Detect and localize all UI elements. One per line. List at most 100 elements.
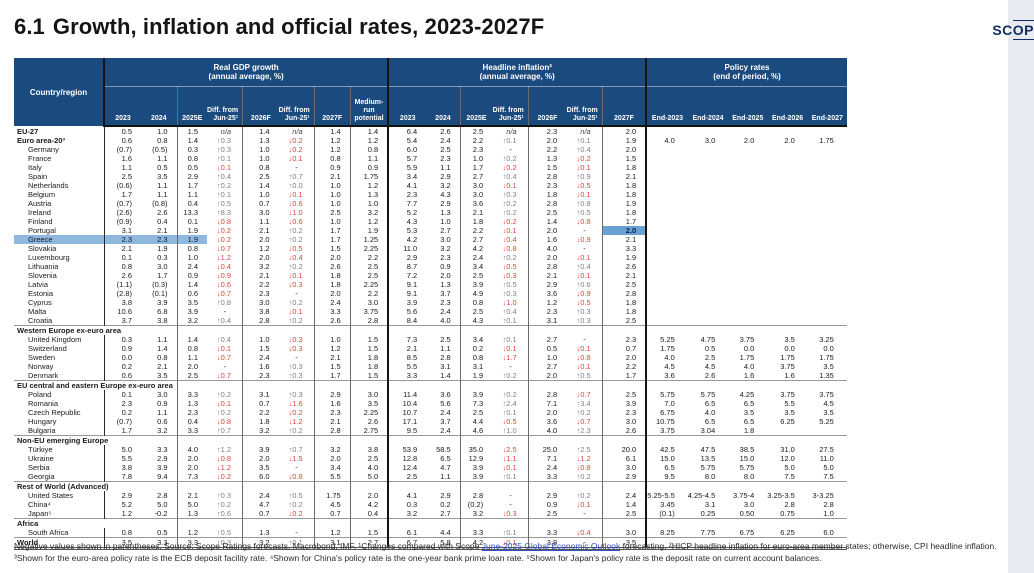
row-label: Greece <box>14 235 104 244</box>
table-cell: 1.8 <box>601 181 647 190</box>
table-cell: 0.1 <box>103 253 141 262</box>
table-cell: 2.3 <box>103 235 141 244</box>
table-cell: ↓0.1 <box>216 163 232 172</box>
table-cell: 1.75 <box>780 353 795 362</box>
table-cell: 5.0 <box>176 500 207 509</box>
table-cell: 5.25-5.5 <box>645 491 688 500</box>
table-cell: 1.6 <box>527 235 567 244</box>
table-cell: 2.6 <box>103 271 141 280</box>
table-cell <box>688 244 729 253</box>
table-cell: 3.75 <box>780 362 795 371</box>
table-cell: 2.1 <box>387 344 427 353</box>
forecast-table-container: Country/region Real GDP growth (annual ave… <box>14 58 847 550</box>
table-cell: 2.3 <box>601 335 647 344</box>
table-cell: 1.6 <box>242 362 279 371</box>
row-label: China⁴ <box>28 500 51 509</box>
table-cell: 4.0 <box>349 463 389 472</box>
table-cell: 0.4 <box>349 509 389 519</box>
table-cell <box>688 280 729 289</box>
table-cell: 3.5 <box>157 172 168 181</box>
table-cell: 0.8 <box>157 136 168 145</box>
row-label: Luxembourg <box>28 253 70 262</box>
table-cell: 1.5 <box>601 154 647 163</box>
table-row: Italy 1.1 0.5 0.5 ↓0.1 0.8-0.9 0.9 5.9 1.1 1.7 ↓0.… <box>14 163 847 172</box>
table-cell: 4.3 <box>387 217 427 226</box>
table-cell: 0.25 <box>700 509 716 518</box>
table-cell <box>767 181 808 190</box>
table-cell: 17.1 <box>387 417 427 426</box>
table-cell: 2.25 <box>349 244 389 253</box>
table-cell: 7.7 <box>387 199 427 208</box>
table-cell: 0.8 <box>103 262 141 271</box>
table-row: Czech Republic 0.2 1.1 2.3 ↑0.2 2.2 ↓0.2 2.3 2.2… <box>14 408 847 417</box>
table-cell: 7.3 <box>387 335 427 344</box>
table-cell <box>426 325 461 335</box>
table-cell: ↓0.5 <box>576 298 591 307</box>
table-cell: 2.4 <box>440 136 451 145</box>
row-label: Georgia <box>28 472 55 481</box>
table-cell: 0.9 <box>176 271 207 280</box>
table-cell: ↑3.4 <box>576 399 591 408</box>
table-cell: 5.9 <box>387 163 427 172</box>
table-cell: 3.8 <box>103 463 141 472</box>
table-cell: 3.1 <box>242 390 279 399</box>
table-cell: 1.3 <box>176 399 207 408</box>
table-cell: 2.0 <box>527 136 567 145</box>
table-cell: 2.5 <box>242 172 279 181</box>
outlook-link[interactable]: June-2025 Global Economic Outlook <box>481 541 621 551</box>
table-cell: 2.3 <box>440 154 451 163</box>
table-cell: 3.8 <box>242 307 279 316</box>
table-cell: 6.1 <box>387 528 427 538</box>
table-cell: 2.3 <box>527 126 567 136</box>
table-cell: 5.7 <box>387 154 427 163</box>
table-cell: ↑0.5 <box>216 528 232 537</box>
table-cell: ↓0.6 <box>288 217 303 226</box>
row-label: Serbia <box>28 463 50 472</box>
table-cell: - <box>509 500 512 509</box>
table-cell: ↓0.8 <box>502 244 517 253</box>
table-cell: 2.1 <box>459 208 493 217</box>
table-cell <box>426 518 461 528</box>
table-cell: ↑0.2 <box>216 408 232 417</box>
table-cell: 3.25 <box>819 335 834 344</box>
table-cell: 3.6 <box>459 199 493 208</box>
table-cell: 3.4 <box>459 262 493 271</box>
table-cell: 1.3 <box>440 280 451 289</box>
table-cell: ↓0.5 <box>502 417 517 426</box>
table-cell: 2.8 <box>242 316 279 326</box>
table-cell: 2.8 <box>440 353 451 362</box>
table-cell <box>767 289 808 298</box>
row-label: Croatia <box>28 316 53 325</box>
table-cell: ↑0.7 <box>288 172 303 181</box>
table-cell <box>687 537 729 550</box>
table-cell: (0.7) <box>103 145 141 154</box>
table-cell: ↑0.8 <box>576 199 591 208</box>
table-cell <box>728 316 767 326</box>
table-cell: ↑0.1 <box>278 537 315 550</box>
table-cell <box>688 145 729 154</box>
table-cell: ↓1.6 <box>288 399 303 408</box>
table-cell <box>808 145 847 154</box>
table-cell <box>645 226 688 235</box>
table-cell: 2.9 <box>103 491 141 500</box>
table-cell: 2.1 <box>313 172 351 181</box>
table-row: Finland (0.9) 0.4 0.1 ↓0.8 1.1 ↓0.6 1.0 1.2 4.3 1.… <box>14 217 847 226</box>
table-cell: 2.2 <box>242 408 279 417</box>
table-cell <box>728 199 767 208</box>
table-cell: ↓1.2 <box>216 463 232 472</box>
table-cell: 6.0 <box>242 472 279 482</box>
table-cell <box>808 190 847 199</box>
table-cell: 2.4 <box>601 491 647 500</box>
table-cell: 3.04 <box>700 426 716 435</box>
table-cell: ↑0.1 <box>502 528 517 537</box>
table-row: Greece 2.3 2.3 1.9 ↓0.2 2.0 ↑0.2 1.7 1.25 4.2 3.0 2… <box>14 235 847 244</box>
table-cell: 2.4 <box>440 307 451 316</box>
footnote: Negative values shown in parentheses. So… <box>14 541 1004 564</box>
row-label: Norway <box>28 362 54 371</box>
table-cell: 1.0 <box>242 190 279 199</box>
table-cell: 10.6 <box>103 307 141 316</box>
table-cell: 53.9 <box>387 445 427 454</box>
table-cell <box>349 325 389 335</box>
table-cell: 4.7 <box>242 500 279 509</box>
table-cell: 2.1 <box>601 271 647 280</box>
